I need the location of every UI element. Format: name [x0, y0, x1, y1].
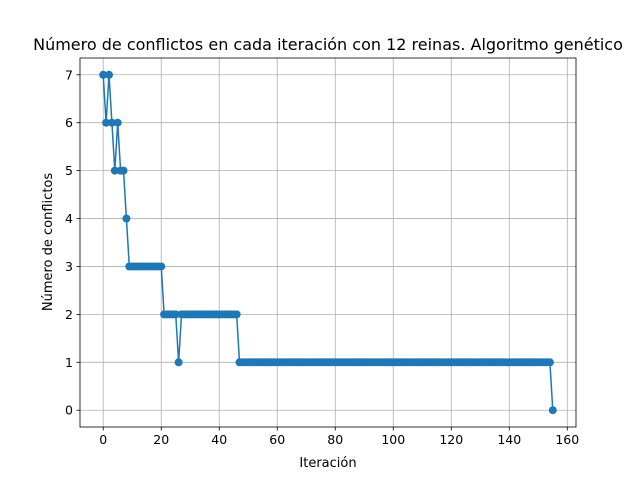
x-tick-label: 160 — [555, 432, 579, 447]
data-point — [122, 214, 131, 223]
x-tick-label: 100 — [381, 432, 405, 447]
data-point — [545, 358, 554, 367]
plot-area-frame — [79, 57, 577, 428]
data-point — [105, 70, 114, 79]
grid-lines — [80, 58, 576, 427]
x-tick-label: 60 — [269, 432, 285, 447]
data-point — [107, 118, 116, 127]
y-axis-label: Número de conflictos — [41, 173, 56, 311]
y-tick-label: 6 — [65, 115, 73, 130]
x-axis-ticks: 0 20 40 60 80 100 120 140 160 — [99, 427, 579, 447]
data-point — [110, 166, 119, 175]
y-tick-label: 4 — [65, 211, 73, 226]
x-tick-label: 0 — [99, 432, 107, 447]
data-point — [548, 406, 557, 415]
x-tick-label: 80 — [327, 432, 343, 447]
data-point — [157, 262, 166, 271]
data-point — [171, 310, 180, 319]
data-point — [113, 118, 122, 127]
y-tick-label: 1 — [65, 355, 73, 370]
data-point — [232, 310, 241, 319]
data-point — [102, 118, 111, 127]
x-tick-label: 20 — [153, 432, 169, 447]
y-tick-label: 3 — [65, 259, 73, 274]
chart-title: Número de conflictos en cada iteración c… — [33, 35, 623, 54]
data-point — [119, 166, 128, 175]
x-tick-label: 140 — [497, 432, 521, 447]
data-point — [99, 70, 108, 79]
y-tick-label: 5 — [65, 163, 73, 178]
data-point — [174, 358, 183, 367]
y-tick-label: 7 — [65, 67, 73, 82]
series-markers — [99, 70, 557, 415]
x-tick-label: 120 — [439, 432, 463, 447]
y-tick-label: 2 — [65, 307, 73, 322]
y-tick-label: 0 — [65, 403, 73, 418]
y-axis-ticks: 0 1 2 3 4 5 6 7 — [65, 67, 80, 418]
x-axis-label: Iteración — [299, 456, 356, 471]
x-tick-label: 40 — [211, 432, 227, 447]
